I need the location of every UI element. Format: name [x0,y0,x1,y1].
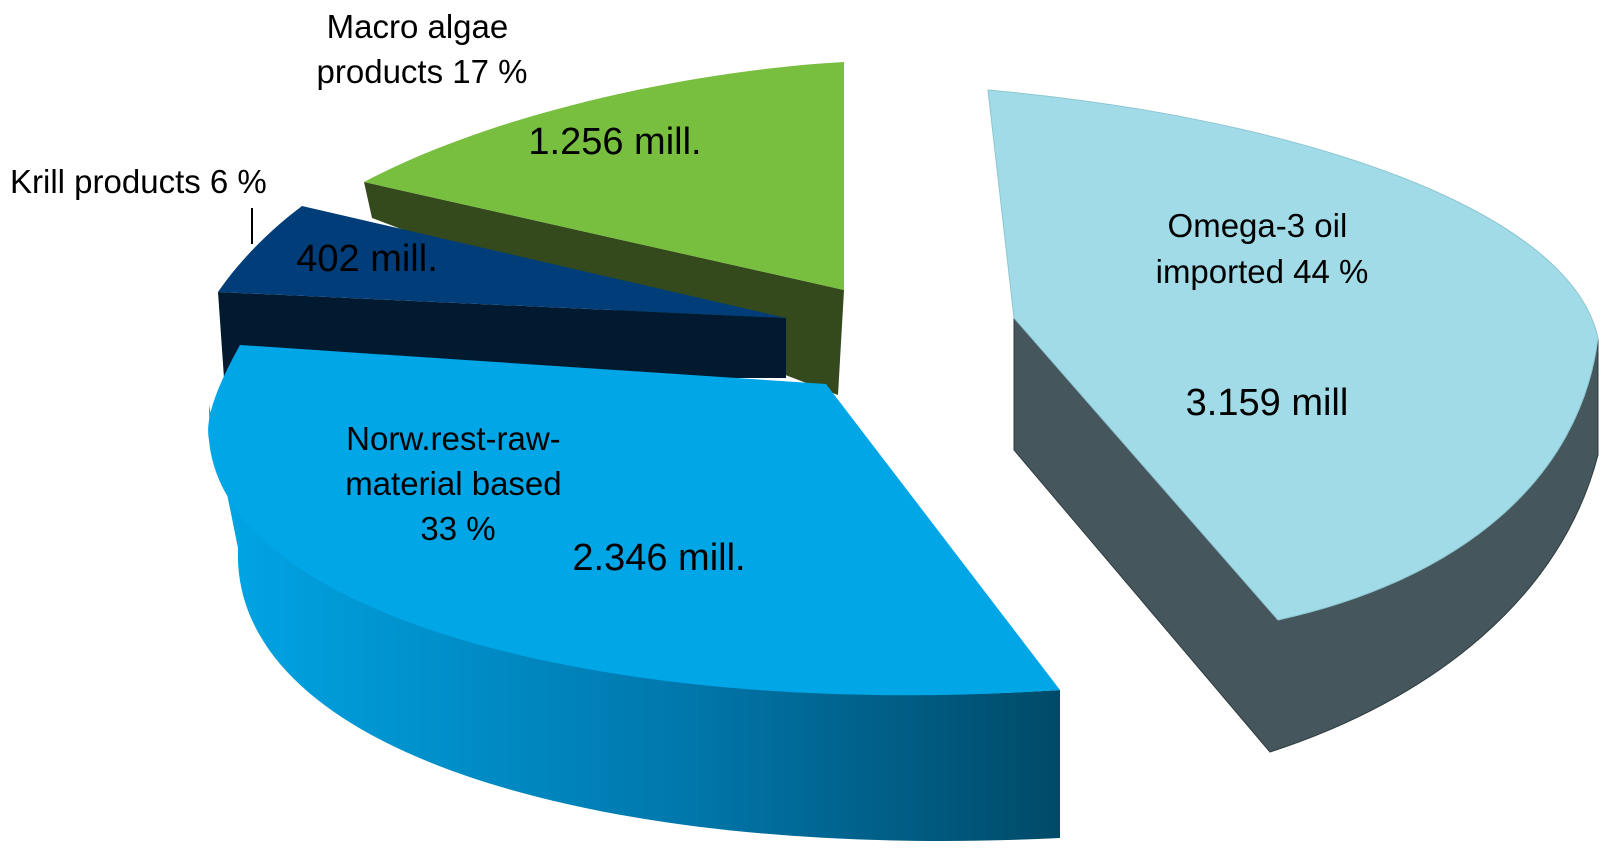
label-omega3-line2: imported 44 % [1156,253,1369,290]
label-macro-algae: Macro algae products 17 % [317,8,528,90]
slice-krill-top [218,206,786,318]
label-norw: Norw.rest-raw- material based 33 % [345,420,571,547]
slice-omega3 [987,89,1599,753]
label-omega3: Omega-3 oil imported 44 % [1156,207,1369,290]
value-label-norw: 2.346 mill. [572,537,745,579]
value-label-omega3: 3.159 mill [1186,382,1349,424]
slice-macro-algae-top [364,62,844,290]
slice-norw-side [208,405,1061,841]
slice-norw-top [208,345,1060,696]
value-label-krill: 402 mill. [296,238,438,280]
label-omega3-line1: Omega-3 oil [1168,207,1348,244]
label-krill: Krill products 6 % [10,163,267,200]
label-macro-algae-line2: products 17 % [317,53,528,90]
label-norw-line1: Norw.rest-raw- [346,420,561,457]
slice-omega3-top [987,89,1599,621]
label-norw-line2: material based [345,465,561,502]
value-label-macro-algae: 1.256 mill. [528,121,701,163]
label-norw-line3: 33 % [420,510,495,547]
label-macro-algae-line1: Macro algae [327,8,509,45]
slice-norw [208,345,1061,841]
